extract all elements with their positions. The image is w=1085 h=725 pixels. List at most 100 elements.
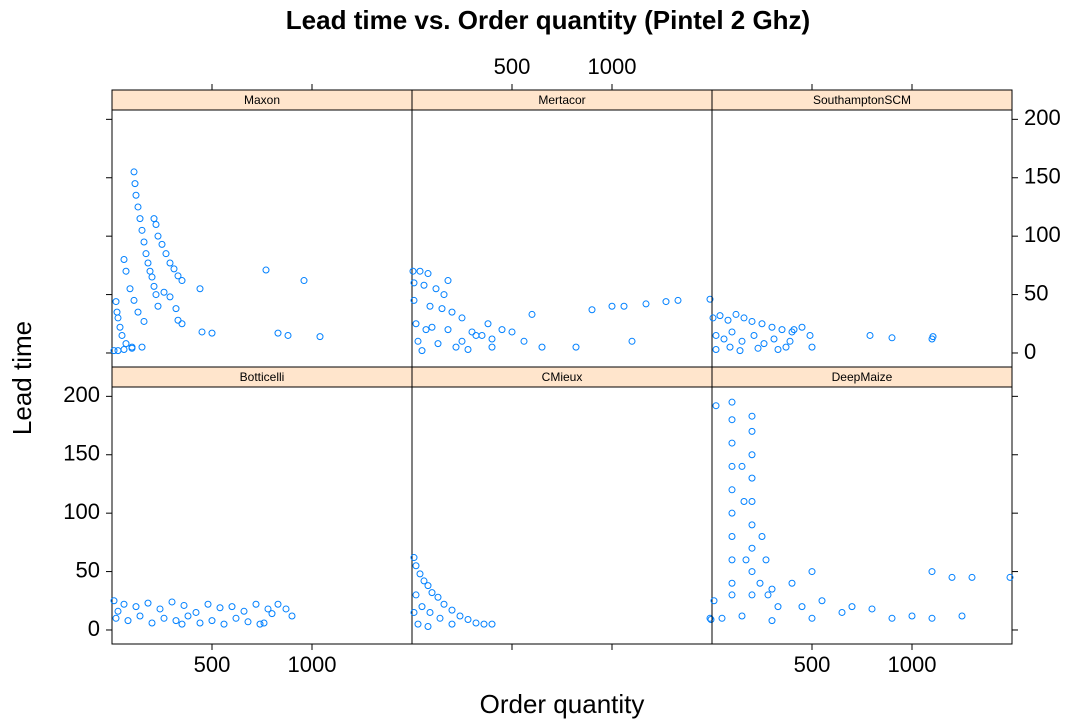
panel — [411, 109, 713, 368]
point — [928, 614, 936, 622]
point — [110, 347, 118, 355]
point — [274, 600, 282, 608]
point — [748, 317, 756, 325]
point — [452, 343, 460, 351]
point — [488, 335, 496, 343]
y-tick-label: 150 — [1024, 164, 1061, 189]
point — [116, 323, 124, 331]
point — [806, 331, 814, 339]
point — [712, 402, 720, 410]
point — [412, 320, 420, 328]
point — [848, 603, 856, 611]
panel — [111, 386, 413, 645]
point — [788, 579, 796, 587]
point — [264, 605, 272, 613]
point — [416, 570, 424, 578]
point — [709, 314, 717, 322]
point — [208, 617, 216, 625]
point — [409, 267, 417, 275]
point — [868, 605, 876, 613]
point — [426, 608, 434, 616]
point — [132, 191, 140, 199]
x-tick-label: 1000 — [588, 54, 637, 79]
y-tick-label: 150 — [63, 441, 100, 466]
point — [480, 620, 488, 628]
point — [160, 614, 168, 622]
point — [428, 589, 436, 597]
point — [764, 591, 772, 599]
point — [168, 598, 176, 606]
point — [110, 597, 118, 605]
point — [144, 599, 152, 607]
point — [418, 603, 426, 611]
point — [728, 533, 736, 541]
point — [204, 600, 212, 608]
point — [192, 608, 200, 616]
point — [448, 606, 456, 614]
point — [142, 250, 150, 258]
point — [498, 326, 506, 334]
point — [468, 328, 476, 336]
point — [118, 331, 126, 339]
point — [572, 343, 580, 351]
point — [768, 323, 776, 331]
point — [410, 554, 418, 562]
strip-label: DeepMaize — [832, 370, 893, 384]
point — [216, 604, 224, 612]
point — [738, 337, 746, 345]
point — [444, 326, 452, 334]
y-tick-label: 100 — [63, 499, 100, 524]
point — [410, 279, 418, 287]
point — [520, 337, 528, 345]
strip-label: SouthamptonSCM — [813, 93, 911, 107]
y-axis-label: Lead time — [7, 321, 37, 435]
point — [114, 347, 122, 355]
point — [908, 612, 916, 620]
point — [148, 619, 156, 627]
point — [284, 331, 292, 339]
point — [608, 302, 616, 310]
point — [674, 296, 682, 304]
point — [436, 614, 444, 622]
point — [888, 614, 896, 622]
point — [712, 331, 720, 339]
point — [838, 608, 846, 616]
point — [154, 232, 162, 240]
point — [748, 568, 756, 576]
point — [808, 568, 816, 576]
point — [152, 291, 160, 299]
point — [122, 340, 130, 348]
point — [478, 331, 486, 339]
x-tick-label: 500 — [494, 54, 531, 79]
point — [748, 521, 756, 529]
point — [256, 620, 264, 628]
point — [178, 277, 186, 285]
point — [448, 308, 456, 316]
y-tick-label: 200 — [1024, 105, 1061, 130]
point — [160, 288, 168, 296]
point — [438, 305, 446, 313]
point — [128, 343, 136, 351]
point — [748, 412, 756, 420]
strip-label: Botticelli — [240, 370, 285, 384]
point — [424, 270, 432, 278]
point — [888, 334, 896, 342]
point — [134, 308, 142, 316]
y-tick-label: 50 — [76, 557, 100, 582]
point — [528, 310, 536, 318]
point — [728, 328, 736, 336]
point — [274, 329, 282, 337]
point — [472, 619, 480, 627]
point — [412, 591, 420, 599]
point — [170, 265, 178, 273]
point — [136, 612, 144, 620]
point — [112, 298, 120, 306]
point — [414, 337, 422, 345]
point — [756, 579, 764, 587]
point — [410, 296, 418, 304]
point — [172, 305, 180, 313]
point — [440, 291, 448, 299]
panel — [711, 109, 1013, 368]
point — [748, 497, 756, 505]
point — [736, 347, 744, 355]
